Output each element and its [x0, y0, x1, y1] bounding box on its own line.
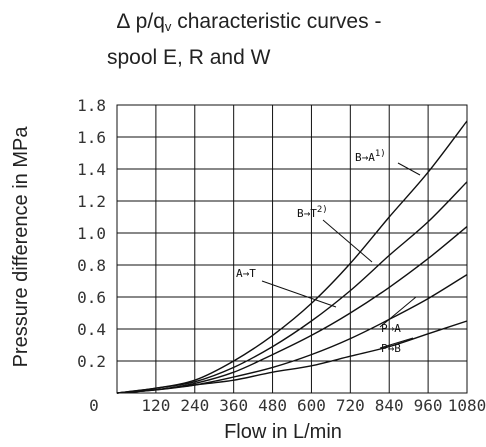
y-tick-label: 0.6 — [77, 288, 106, 307]
chart-title-line-2: spool E, R and W — [107, 46, 271, 69]
x-tick-label: 120 — [141, 396, 170, 415]
chart-title-line-1: ∆ p/qv characteristic curves - — [117, 10, 381, 34]
series-line-4 — [116, 320, 468, 394]
series-label-4: P→B — [381, 342, 401, 355]
series-label-3: P→A — [381, 322, 401, 335]
x-tick-label: 360 — [219, 396, 248, 415]
series-line-2 — [116, 226, 468, 394]
x-tick-label: 840 — [375, 396, 404, 415]
title-suffix: characteristic curves - — [171, 10, 382, 33]
series-leader-1 — [322, 219, 373, 263]
x-tick-labels: 0 120 240 360 480 600 720 840 960 1080 — [89, 396, 486, 415]
series-label-1: B→T2) — [297, 205, 328, 220]
y-tick-labels: 0.2 0.4 0.6 0.8 1.0 1.2 1.4 1.6 1.8 — [77, 96, 106, 371]
y-tick-label: 1.0 — [77, 224, 106, 243]
series-annotations: B→A1) B→T2) A→T P→A P→B — [236, 149, 421, 355]
grid — [116, 104, 468, 394]
series-leader-0 — [397, 162, 421, 176]
x-tick-label: 720 — [336, 396, 365, 415]
x-tick-label: 960 — [414, 396, 443, 415]
series-leader-4 — [379, 337, 414, 349]
x-tick-label: 0 — [89, 396, 99, 415]
series-leader-3 — [379, 296, 417, 328]
x-tick-label: 1080 — [448, 396, 486, 415]
y-tick-label: 1.4 — [77, 160, 106, 179]
y-tick-label: 0.4 — [77, 320, 106, 339]
series-line-0 — [116, 120, 468, 394]
y-tick-label: 0.2 — [77, 352, 106, 371]
title-subscript: v — [164, 19, 172, 34]
series-leader-2 — [261, 280, 337, 308]
x-tick-label: 240 — [180, 396, 209, 415]
y-tick-label: 1.2 — [77, 192, 106, 211]
series-label-0: B→A1) — [355, 149, 386, 164]
series-line-1 — [116, 181, 468, 394]
y-tick-label: 1.6 — [77, 128, 106, 147]
series-curves — [116, 120, 468, 394]
x-axis-label: Flow in L/min — [224, 421, 342, 443]
series-label-2: A→T — [236, 267, 256, 280]
plot-frame — [116, 104, 468, 394]
y-axis-label: Pressure difference in MPa — [10, 126, 32, 368]
x-tick-label: 600 — [297, 396, 326, 415]
y-tick-label: 1.8 — [77, 96, 106, 115]
y-tick-label: 0.8 — [77, 256, 106, 275]
title-prefix: ∆ p/q — [117, 10, 165, 33]
x-tick-label: 480 — [258, 396, 287, 415]
